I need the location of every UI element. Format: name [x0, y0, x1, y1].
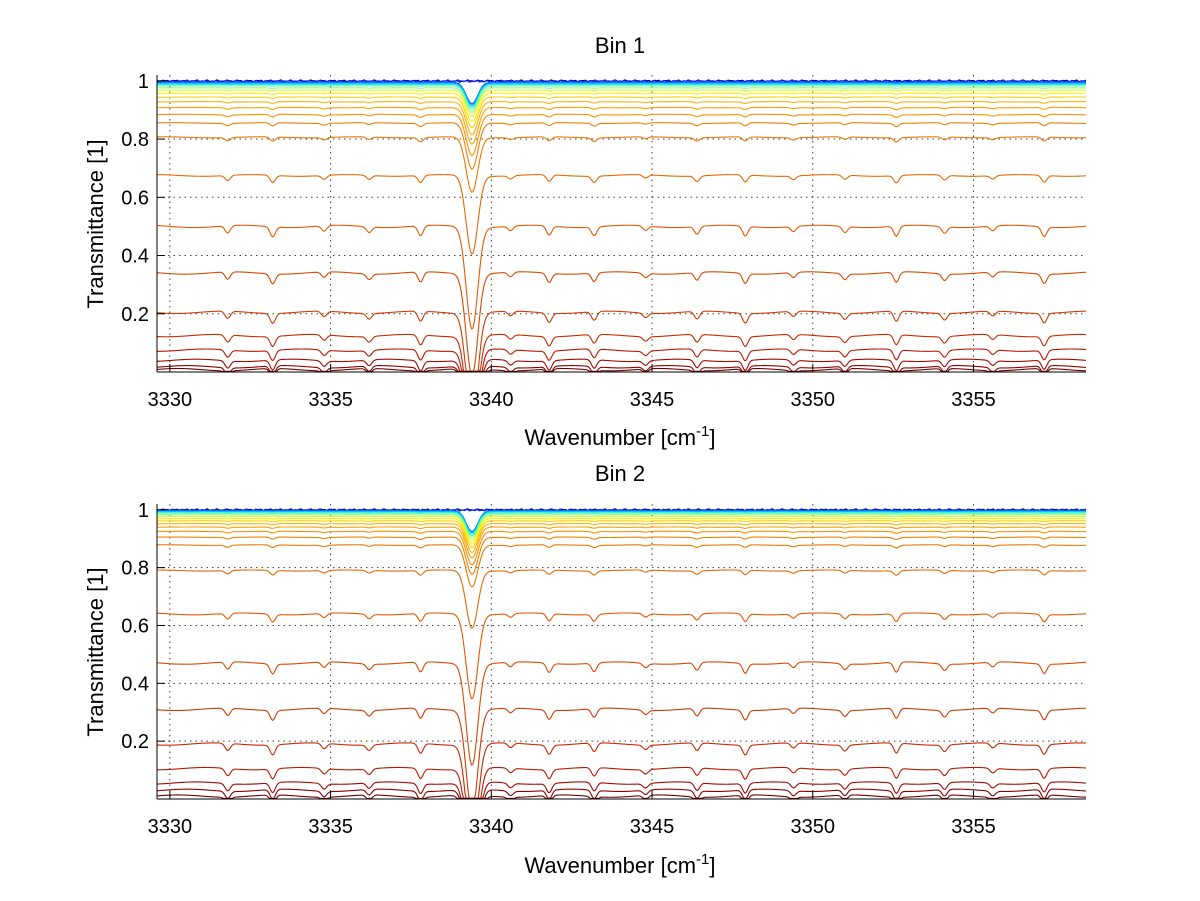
x-tick-label: 3355: [951, 816, 996, 838]
x-tick-label: 3330: [148, 389, 193, 411]
series-line: [156, 536, 1086, 575]
y-tick-label: 1: [138, 500, 149, 522]
series-line: [156, 174, 1087, 255]
x-tick-label: 3330: [148, 816, 193, 838]
series-line: [156, 367, 1087, 372]
axes: 3330 3335 3340 3345 3350 3355 0.2 0.4 0.6 0.8 1: [121, 71, 1086, 411]
x-axis-label-end: ]: [709, 853, 715, 878]
series-line: [156, 113, 1087, 156]
series-line: [156, 612, 1087, 700]
y-tick-label: 0.2: [121, 304, 149, 326]
series-line: [157, 510, 1086, 533]
series-line: [156, 794, 1087, 799]
series-line: [156, 96, 1087, 129]
series-line: [156, 365, 1087, 373]
chart-title: Bin 2: [595, 461, 645, 486]
chart-panel-bin-2: Bin 2 Transmittance [1] Wavenumber [cm-1…: [83, 461, 1087, 878]
x-tick-label: 3350: [791, 389, 836, 411]
series-line: [156, 530, 1087, 566]
series-line: [156, 788, 1087, 800]
series-line: [157, 514, 1087, 539]
x-axis-label-main: Wavenumber [cm: [524, 425, 696, 450]
series-line: [157, 82, 1086, 106]
x-axis-label: Wavenumber [cm-1]: [524, 851, 715, 878]
x-tick-label: 3355: [951, 389, 996, 411]
series-line: [156, 122, 1086, 170]
series-line: [157, 515, 1086, 542]
series-line: [157, 83, 1086, 108]
series-line: [156, 707, 1087, 799]
series-line: [156, 89, 1086, 117]
x-tick-label: 3340: [469, 816, 514, 838]
y-tick-label: 0.8: [121, 129, 149, 151]
series-group: [156, 508, 1087, 800]
series-line: [156, 92, 1086, 123]
y-tick-label: 0.4: [121, 673, 149, 695]
series-line: [157, 520, 1087, 549]
x-axis-label: Wavenumber [cm-1]: [524, 423, 715, 450]
y-tick-label: 0.6: [121, 615, 149, 637]
series-line: [156, 271, 1087, 372]
x-tick-label: 3340: [469, 389, 514, 411]
x-axis-label-sup: -1: [696, 423, 709, 440]
series-line: [157, 522, 1087, 553]
y-tick-label: 1: [138, 71, 149, 93]
x-tick-label: 3335: [308, 816, 353, 838]
series-line: [156, 544, 1087, 588]
series-line: [156, 526, 1087, 559]
axes: 3330 3335 3340 3345 3350 3355 0.2 0.4 0.6 0.8 1: [121, 500, 1086, 838]
series-line: [157, 766, 1087, 799]
chart-title: Bin 1: [595, 33, 645, 58]
y-tick-label: 0.8: [121, 558, 149, 580]
series-group: [156, 79, 1087, 373]
series-line: [157, 510, 1086, 532]
chart-panel-bin-1: Bin 1 Transmittance [1] Wavenumber [cm-1…: [83, 33, 1087, 450]
y-axis-label: Transmittance [1]: [83, 139, 108, 308]
grid: [157, 504, 1086, 799]
series-line: [156, 781, 1087, 799]
series-line: [156, 106, 1087, 145]
series-line: [157, 511, 1086, 535]
x-tick-label: 3335: [308, 389, 353, 411]
series-line: [157, 512, 1086, 537]
x-tick-label: 3345: [630, 816, 675, 838]
series-line: [156, 101, 1087, 136]
x-axis-label-end: ]: [709, 425, 715, 450]
x-tick-label: 3350: [791, 816, 836, 838]
series-line: [156, 136, 1087, 193]
series-line: [156, 742, 1087, 799]
grid: [157, 75, 1086, 372]
y-tick-label: 0.4: [121, 246, 149, 268]
series-line: [156, 569, 1087, 629]
x-tick-label: 3345: [630, 389, 675, 411]
series-line: [156, 85, 1086, 110]
x-axis-label-sup: -1: [696, 851, 709, 868]
series-line: [157, 517, 1086, 545]
series-line: [156, 310, 1087, 372]
series-line: [156, 333, 1087, 372]
series-line: [156, 661, 1087, 766]
y-axis-label: Transmittance [1]: [83, 567, 108, 736]
series-line: [156, 358, 1087, 372]
series-line: [156, 348, 1087, 372]
y-tick-label: 0.6: [121, 187, 149, 209]
series-line: [156, 224, 1087, 330]
y-tick-label: 0.2: [121, 731, 149, 753]
series-line: [157, 81, 1086, 105]
series-line: [157, 87, 1086, 114]
x-axis-label-main: Wavenumber [cm: [524, 853, 696, 878]
